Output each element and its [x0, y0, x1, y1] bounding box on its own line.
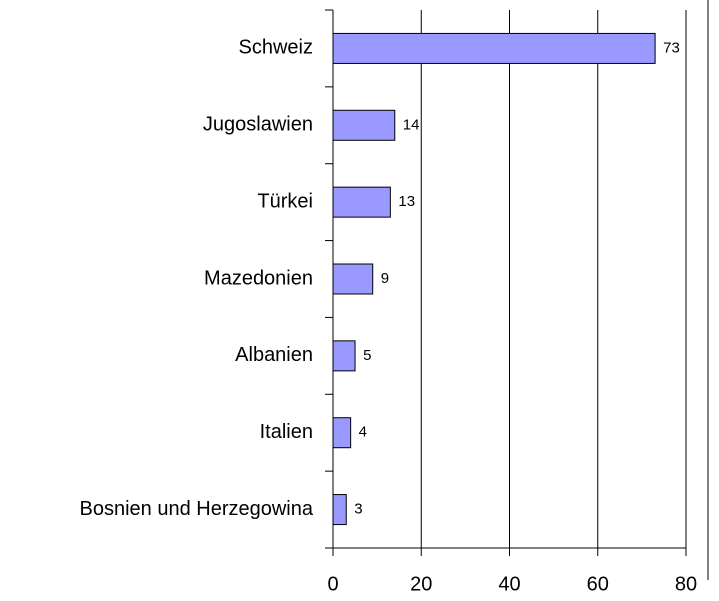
x-tick-label: 0 — [327, 573, 338, 595]
bar — [332, 417, 352, 449]
bar — [332, 340, 356, 372]
value-label: 13 — [398, 193, 415, 210]
bar — [332, 263, 374, 295]
value-label: 14 — [403, 116, 420, 133]
x-tick-label: 40 — [498, 573, 520, 595]
bar — [332, 494, 347, 526]
bar — [332, 32, 656, 64]
y-tick-label: Bosnien und Herzegowina — [80, 498, 314, 520]
bar — [332, 186, 391, 218]
y-tick-label: Türkei — [257, 190, 313, 212]
value-label: 4 — [359, 424, 367, 441]
x-tick-label: 20 — [410, 573, 432, 595]
y-tick-label: Italien — [260, 421, 313, 443]
bar — [332, 109, 396, 141]
x-tick-label: 60 — [587, 573, 609, 595]
value-label: 5 — [363, 347, 371, 364]
y-tick-label: Jugoslawien — [203, 114, 313, 136]
value-label: 9 — [381, 270, 389, 287]
x-tick-label: 80 — [675, 573, 697, 595]
y-tick-label: Schweiz — [239, 37, 313, 59]
y-tick-label: Albanien — [235, 344, 313, 366]
y-tick-label: Mazedonien — [204, 267, 313, 289]
value-label: 73 — [663, 39, 680, 56]
value-label: 3 — [354, 501, 362, 518]
